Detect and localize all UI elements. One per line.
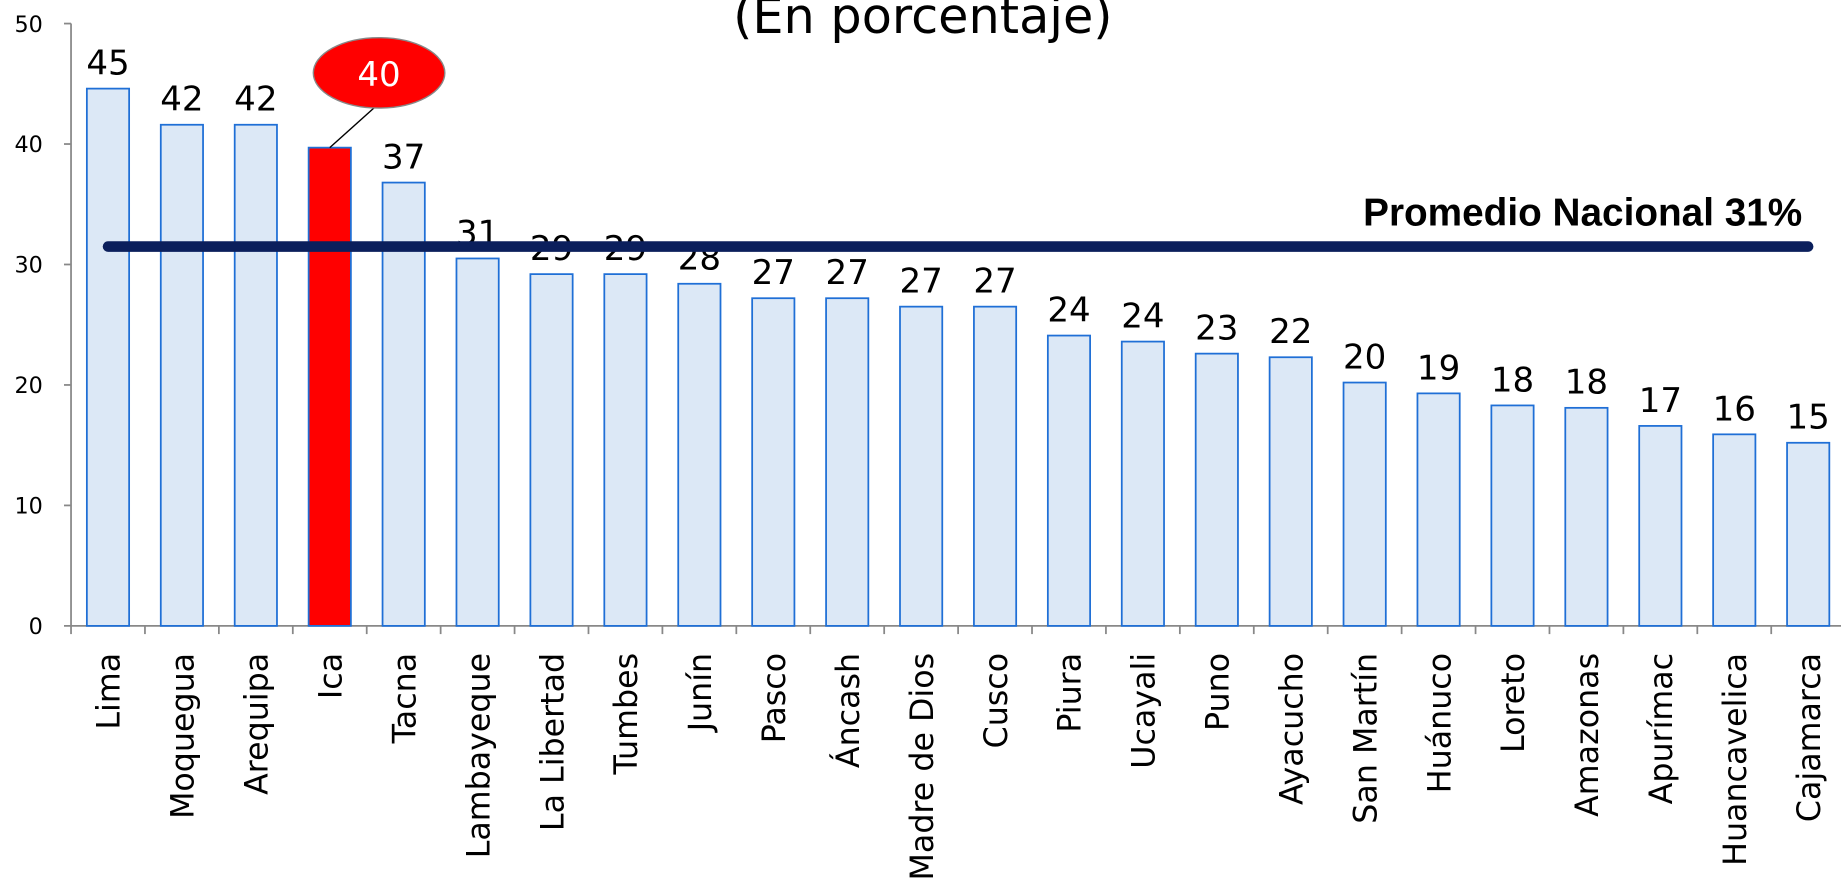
x-tick-label: Junín (683, 653, 719, 733)
y-tick-label: 40 (14, 132, 42, 158)
value-label: 24 (1047, 290, 1090, 330)
x-tick-label: Piura (1053, 653, 1089, 733)
value-label: 42 (160, 80, 203, 120)
value-label: 17 (1639, 381, 1682, 421)
value-label: 20 (1343, 337, 1386, 377)
value-label: 27 (826, 253, 869, 293)
average-label: Promedio Nacional 31% (1363, 191, 1802, 234)
chart-title: (En porcentaje) (733, 0, 1112, 45)
x-tick-label: Loreto (1496, 653, 1532, 753)
x-tick-label: Áncash (829, 653, 867, 768)
bar (1786, 441, 1831, 627)
x-tick-label: Ica (314, 653, 350, 699)
bar (1490, 404, 1535, 627)
value-label: 22 (1269, 312, 1312, 352)
bar (159, 123, 204, 627)
value-label: 27 (899, 262, 942, 302)
x-tick-label: San Martín (1348, 653, 1384, 824)
bar (1342, 381, 1387, 627)
x-tick-label: Tacna (387, 653, 423, 744)
bar (1564, 406, 1609, 627)
x-tick-label: Tumbes (609, 653, 645, 776)
bar (455, 257, 500, 627)
bar (1120, 340, 1165, 627)
x-tick-label: Huancavelica (1718, 653, 1754, 866)
bar (1416, 392, 1461, 627)
value-label: 27 (752, 253, 795, 293)
y-tick-label: 0 (29, 614, 43, 640)
bar (1046, 334, 1091, 627)
x-tick-label: Huánuco (1422, 653, 1458, 793)
value-label: 45 (86, 44, 129, 84)
bar (1638, 425, 1683, 627)
x-tick-label: Puno (1201, 653, 1237, 731)
x-tick-label: Moquegua (166, 653, 202, 819)
y-tick-label: 20 (14, 373, 42, 399)
x-tick-label: Lambayeque (461, 653, 497, 858)
value-label: 23 (1195, 309, 1238, 349)
bar (603, 273, 648, 627)
x-tick-label: Cusco (979, 653, 1015, 749)
bar (1194, 352, 1239, 627)
value-label: 19 (1417, 348, 1460, 388)
value-label: 15 (1787, 398, 1830, 438)
bar (677, 282, 722, 627)
bar (307, 146, 352, 627)
bar (85, 87, 131, 627)
y-tick-label: 50 (14, 12, 42, 38)
value-label: 18 (1491, 360, 1534, 400)
bar (381, 181, 426, 627)
value-label: 27 (973, 262, 1016, 302)
value-label: 18 (1565, 363, 1608, 403)
x-tick-label: Madre de Dios (905, 653, 941, 881)
bar (529, 273, 574, 627)
bar (825, 297, 870, 627)
x-tick-label: Amazonas (1570, 653, 1606, 817)
y-tick-label: 30 (14, 253, 42, 279)
value-label: 24 (1121, 296, 1164, 336)
value-label: 42 (234, 80, 277, 120)
x-tick-label: Ucayali (1127, 653, 1163, 769)
y-tick-label: 10 (14, 494, 42, 520)
callout-bubble (312, 36, 446, 109)
bar (973, 305, 1018, 627)
value-label: 37 (382, 137, 425, 177)
bar (899, 305, 944, 627)
bar (233, 123, 278, 627)
x-tick-label: Arequipa (240, 653, 276, 795)
bar (751, 297, 796, 627)
x-tick-label: La Libertad (535, 653, 571, 831)
x-tick-label: Pasco (757, 653, 793, 743)
x-tick-label: Apurímac (1644, 653, 1680, 804)
x-tick-label: Lima (92, 653, 128, 730)
callout-leader (329, 102, 380, 149)
bar (1268, 356, 1313, 627)
value-label: 16 (1713, 389, 1756, 429)
x-tick-label: Cajamarca (1792, 653, 1828, 822)
value-label: 40 (357, 55, 400, 95)
bar (1712, 433, 1757, 627)
x-tick-label: Ayacucho (1274, 653, 1310, 805)
